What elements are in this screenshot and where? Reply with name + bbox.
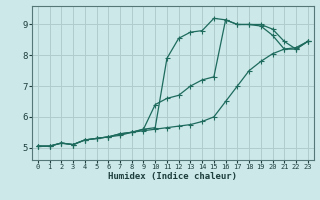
X-axis label: Humidex (Indice chaleur): Humidex (Indice chaleur) [108, 172, 237, 181]
